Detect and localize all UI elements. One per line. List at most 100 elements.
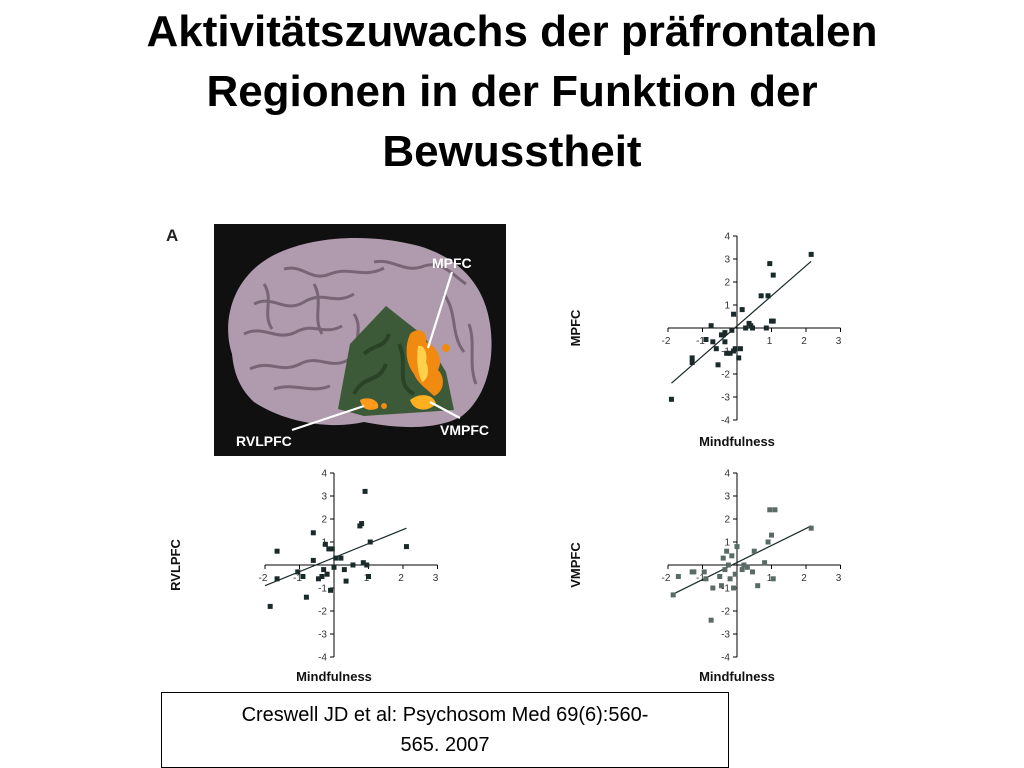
chart-1-data-point bbox=[310, 557, 316, 563]
chart-0-data-point bbox=[724, 350, 730, 356]
activation-blobs bbox=[360, 330, 450, 410]
chart-1-y-tick-label: -4 bbox=[318, 653, 327, 664]
chart-1-data-point bbox=[364, 562, 370, 568]
chart-2-y-tick-label: 2 bbox=[724, 515, 730, 526]
chart-1-data-point bbox=[343, 578, 349, 584]
chart-1-data-point bbox=[359, 521, 365, 527]
chart-2-data-point bbox=[772, 507, 778, 513]
chart-2-data-point bbox=[732, 571, 738, 577]
chart-0-y-tick-label: -4 bbox=[721, 416, 730, 427]
chart-0-data-point bbox=[689, 360, 695, 365]
chart-2-x-tick-label: 1 bbox=[767, 573, 773, 584]
chart-2-x-axis-label: Mindfulness bbox=[699, 669, 775, 684]
chart-2-data-point bbox=[744, 564, 750, 570]
chart-2-data-point bbox=[701, 569, 707, 575]
medial-region-texture bbox=[352, 333, 416, 396]
label-vmpfc: VMPFC bbox=[440, 422, 489, 438]
chart-1-y-tick-label: -1 bbox=[318, 584, 327, 595]
chart-2-y-tick-label: 3 bbox=[724, 492, 730, 503]
chart-1-data-point bbox=[360, 560, 366, 566]
chart-0-data-point bbox=[703, 337, 709, 342]
chart-0-x-tick-label: 3 bbox=[836, 336, 842, 347]
brain-sulci bbox=[243, 259, 478, 391]
chart-0-data-point bbox=[743, 325, 749, 331]
brain-activation-image: MPFC VMPFC RVLPFC bbox=[214, 224, 506, 456]
chart-0-y-axis-label: MPFC bbox=[568, 309, 583, 346]
chart-2-data-point bbox=[765, 539, 771, 545]
chart-2-background bbox=[560, 466, 960, 692]
chart-2-data-point bbox=[729, 553, 735, 559]
arrow-vmpfc bbox=[429, 401, 461, 419]
chart-0-data-point bbox=[710, 339, 716, 345]
chart-1-data-point bbox=[329, 546, 335, 552]
chart-1-data-point bbox=[403, 544, 409, 550]
activation-mpfc-core bbox=[417, 345, 429, 382]
chart-2-x-tick-label: -1 bbox=[696, 573, 705, 584]
chart-0-data-point bbox=[689, 355, 695, 361]
chart-1-data-point bbox=[350, 562, 356, 568]
chart-1-data-point bbox=[366, 574, 371, 579]
chart-0-y-tick-label: -2 bbox=[721, 370, 730, 381]
chart-1-data-point bbox=[333, 555, 339, 561]
chart-2-data-point bbox=[722, 567, 728, 573]
chart-0-data-point bbox=[708, 323, 714, 329]
activation-vmpfc bbox=[410, 395, 436, 410]
chart-2-y-axis-label: VMPFC bbox=[568, 542, 583, 588]
chart-1-background bbox=[160, 466, 560, 692]
chart-2-data-point bbox=[724, 548, 730, 554]
chart-0-data-point bbox=[770, 318, 776, 324]
title-line-1: Aktivitätszuwachs der präfrontalen bbox=[146, 7, 878, 56]
chart-2-data-point bbox=[762, 560, 768, 566]
chart-0-data-point bbox=[731, 311, 737, 317]
chart-0-data-point bbox=[737, 346, 743, 352]
chart-1-x-tick-label: 2 bbox=[398, 573, 404, 584]
chart-0-data-point bbox=[770, 272, 776, 278]
citation-line-1: Creswell JD et al: Psychosom Med 69(6):5… bbox=[241, 704, 649, 726]
chart-2-data-point bbox=[808, 525, 814, 531]
chart-2-y-tick-label: 4 bbox=[724, 469, 730, 480]
chart-1-x-tick-label: -2 bbox=[259, 573, 268, 584]
chart-1-data-point bbox=[295, 569, 301, 575]
chart-1-y-tick-label: -2 bbox=[318, 607, 327, 618]
chart-1-data-point bbox=[300, 574, 306, 579]
chart-1-y-tick-label: 2 bbox=[321, 515, 327, 526]
chart-1-data-point bbox=[338, 555, 344, 561]
panel-letter-a: A bbox=[166, 226, 179, 245]
chart-0-data-point bbox=[758, 293, 764, 299]
chart-2-data-point bbox=[710, 585, 716, 591]
chart-1-data-point bbox=[331, 564, 337, 570]
chart-0-data-point bbox=[722, 339, 728, 345]
chart-0-data-point bbox=[750, 325, 756, 331]
chart-0-data-point bbox=[713, 346, 719, 352]
slide-title: Aktivitätszuwachs der präfrontalen Regio… bbox=[0, 0, 1024, 182]
chart-2-data-point bbox=[691, 569, 697, 575]
chart-2-data-point bbox=[675, 574, 681, 579]
chart-1-data-point bbox=[322, 541, 328, 547]
chart-2-data-point bbox=[725, 562, 731, 568]
chart-0-x-tick-label: -2 bbox=[662, 336, 671, 347]
chart-1-data-point bbox=[303, 594, 309, 600]
chart-2-y-tick-label: -4 bbox=[721, 653, 730, 664]
chart-1-data-point bbox=[267, 603, 273, 609]
chart-0-data-point bbox=[767, 261, 773, 267]
chart-0-x-tick-label: 2 bbox=[801, 336, 807, 347]
chart-1-y-axis-label: RVLPFC bbox=[168, 539, 183, 591]
chart-0-x-tick-label: -1 bbox=[696, 336, 705, 347]
chart-2-data-point bbox=[718, 583, 724, 589]
activation-rvlpfc bbox=[360, 398, 379, 410]
chart-2-x-tick-label: -2 bbox=[662, 573, 671, 584]
chart-2-data-point bbox=[703, 576, 709, 582]
chart-1-y-tick-label: -3 bbox=[318, 630, 327, 641]
citation-box: Creswell JD et al: Psychosom Med 69(6):5… bbox=[161, 692, 729, 768]
chart-0-data-point bbox=[722, 330, 728, 336]
chart-2-data-point bbox=[755, 583, 761, 589]
chart-2-y-tick-label: -3 bbox=[721, 630, 730, 641]
arrow-rvlpfc bbox=[291, 404, 365, 432]
chart-2-regression-line bbox=[671, 525, 812, 596]
chart-2-data-point bbox=[731, 585, 737, 591]
scatter-plot-vmpfc: -2 -1 1 2 3 -4 -3 -2 -1 1 2 3 4 Mindfulness VMPFC bbox=[560, 466, 960, 692]
chart-2-y-tick-label: -1 bbox=[721, 584, 730, 595]
chart-0-data-point bbox=[715, 362, 721, 368]
